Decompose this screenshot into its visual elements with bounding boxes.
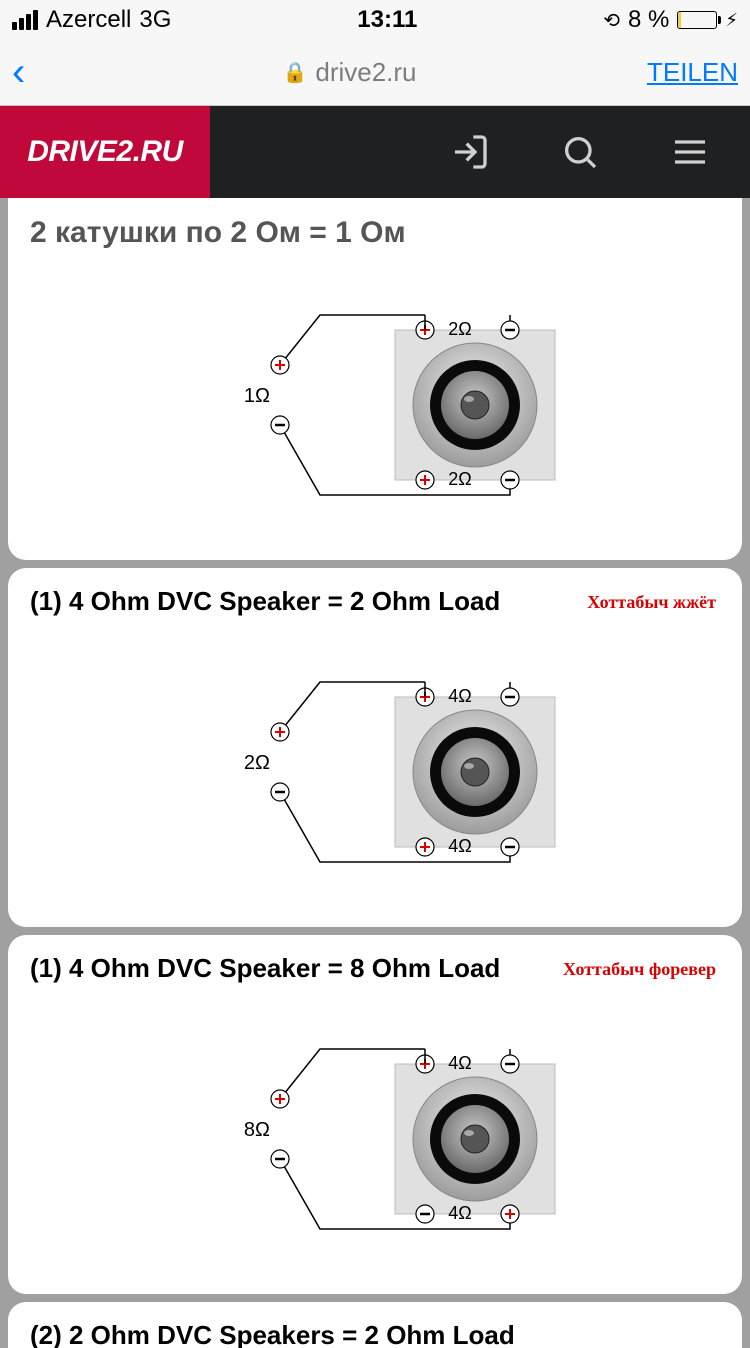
diagram-card: (1) 4 Ohm DVC Speaker = 8 Ohm Load Хотта…	[8, 935, 742, 1294]
url-host: drive2.ru	[315, 57, 416, 88]
url-display[interactable]: 🔒 drive2.ru	[52, 57, 647, 88]
site-logo[interactable]: DRIVE2.RU	[0, 106, 210, 198]
charging-icon: ⚡︎	[725, 10, 738, 31]
header-actions	[210, 132, 750, 172]
svg-text:1Ω: 1Ω	[244, 385, 270, 407]
svg-text:8Ω: 8Ω	[244, 1119, 270, 1141]
diagram-card-partial: (2) 2 Ohm DVC Speakers = 2 Ohm Load	[8, 1302, 742, 1348]
battery-icon	[677, 11, 717, 29]
wiring-diagram: 8Ω 4Ω 4Ω	[30, 1004, 720, 1264]
status-right: ⟲ 8 % ⚡︎	[603, 6, 738, 34]
share-button[interactable]: TEILEN	[647, 57, 738, 88]
red-annotation: Хоттабыч форевер	[563, 959, 716, 980]
clock: 13:11	[357, 6, 417, 34]
card-title: (2) 2 Ohm DVC Speakers = 2 Ohm Load	[30, 1320, 720, 1348]
diagram-card: (1) 4 Ohm DVC Speaker = 2 Ohm Load Хотта…	[8, 568, 742, 927]
svg-text:4Ω: 4Ω	[448, 686, 471, 706]
svg-text:2Ω: 2Ω	[244, 752, 270, 774]
svg-text:4Ω: 4Ω	[448, 836, 471, 856]
diagram-card: 2 катушки по 2 Ом = 1 Ом 1Ω	[8, 198, 742, 560]
content-area: 2 катушки по 2 Ом = 1 Ом 1Ω	[0, 198, 750, 1348]
red-annotation: Хоттабыч жжёт	[587, 592, 716, 613]
svg-text:4Ω: 4Ω	[448, 1203, 471, 1223]
browser-bar: ‹ 🔒 drive2.ru TEILEN	[0, 40, 750, 106]
login-icon[interactable]	[450, 132, 490, 172]
wiring-diagram: 1Ω 2Ω 2Ω	[30, 270, 720, 530]
svg-text:4Ω: 4Ω	[448, 1053, 471, 1073]
back-button[interactable]: ‹	[12, 50, 52, 95]
lock-icon: 🔒	[282, 60, 307, 85]
rotation-lock-icon: ⟲	[603, 8, 620, 33]
search-icon[interactable]	[560, 132, 600, 172]
signal-icon	[12, 10, 38, 30]
battery-pct: 8 %	[628, 6, 669, 34]
network-label: 3G	[139, 6, 171, 34]
status-bar: Azercell 3G 13:11 ⟲ 8 % ⚡︎	[0, 0, 750, 40]
carrier-label: Azercell	[46, 6, 131, 34]
menu-icon[interactable]	[670, 132, 710, 172]
app-header: DRIVE2.RU	[0, 106, 750, 198]
card-title: 2 катушки по 2 Ом = 1 Ом	[30, 216, 720, 250]
wiring-diagram: 2Ω 4Ω 4Ω	[30, 637, 720, 897]
status-left: Azercell 3G	[12, 6, 171, 34]
svg-text:2Ω: 2Ω	[448, 319, 471, 339]
svg-text:2Ω: 2Ω	[448, 469, 471, 489]
